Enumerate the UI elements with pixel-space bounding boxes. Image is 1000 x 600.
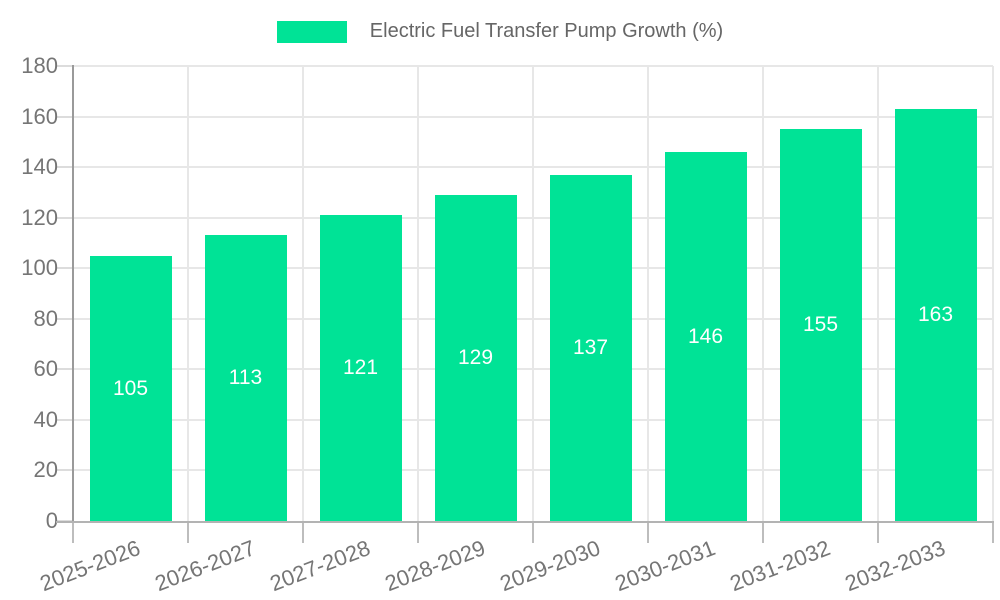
v-gridline [417,66,419,521]
bar: 105 [89,256,172,521]
y-axis-tick-label: 80 [33,305,58,331]
y-axis-tick-label: 120 [21,204,58,230]
v-gridline [762,66,764,521]
x-axis-tick [877,523,879,543]
y-axis-tick-label: 60 [33,356,58,382]
bar: 137 [549,175,632,521]
legend-label: Electric Fuel Transfer Pump Growth (%) [369,20,724,42]
x-axis-line [56,521,994,523]
bar-value-label: 146 [687,324,724,348]
y-axis-tick [56,469,73,472]
bar-value-label: 137 [572,336,609,359]
y-axis-tick [56,418,73,421]
bar: 155 [779,129,862,521]
bar: 121 [319,215,402,521]
y-axis-line [72,65,74,522]
y-axis-tick [56,216,73,219]
y-axis-tick-label: 100 [21,255,58,281]
bar: 113 [204,235,287,521]
v-gridline [647,66,649,521]
bar-value-label: 105 [112,376,149,400]
bar-value-label: 155 [802,313,839,336]
x-axis-tick [647,523,649,543]
legend-item[interactable]: Electric Fuel Transfer Pump Growth (%) [0,20,1000,43]
x-axis-tick [532,523,534,543]
y-axis-tick-label: 0 [45,508,58,533]
x-axis-tick [72,523,74,543]
y-axis-tick [56,115,73,118]
x-axis-tick [762,523,764,543]
bar: 129 [434,195,517,521]
y-axis-tick [56,317,73,320]
y-axis-tick [56,368,73,371]
bar: 163 [894,109,977,521]
y-axis-tick [56,267,73,270]
v-gridline [532,66,534,521]
v-gridline [877,66,879,521]
x-axis-tick [417,523,419,543]
x-axis-tick [302,523,304,543]
bar: 146 [664,152,747,521]
bar-value-label: 129 [457,346,494,369]
v-gridline [992,66,994,521]
legend-swatch-icon [276,20,347,43]
x-axis-tick [187,523,189,543]
v-gridline [187,66,189,521]
x-axis-tick [992,523,994,543]
y-axis-tick-label: 180 [21,53,58,78]
y-axis-tick-label: 140 [21,154,58,180]
bar-value-label: 163 [917,303,954,326]
y-axis-tick-label: 160 [21,103,58,129]
y-axis-tick [56,166,73,169]
y-axis-tick-label: 40 [33,406,58,432]
bar-value-label: 121 [342,356,379,379]
bar-value-label: 113 [228,366,263,389]
y-axis-tick-label: 20 [33,457,58,483]
y-axis-tick [56,65,73,67]
v-gridline [302,66,304,521]
